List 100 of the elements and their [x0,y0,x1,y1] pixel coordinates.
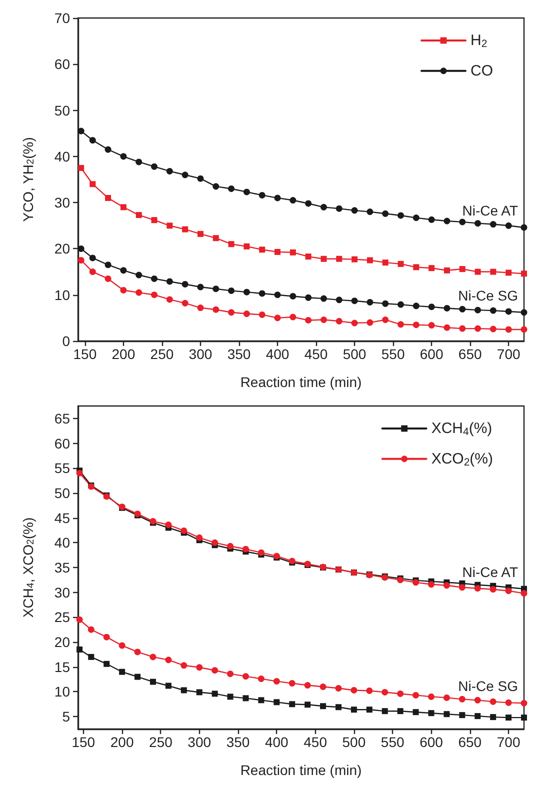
point [136,289,142,296]
point [243,188,250,196]
annotation: Ni-Ce AT [462,564,518,580]
point [242,673,249,680]
point [366,298,374,306]
point [474,220,482,227]
point [180,527,188,534]
point [490,714,496,720]
point [505,308,512,315]
point [228,185,235,192]
x-tick-label: 300 [188,346,212,362]
point [134,674,141,680]
point [197,175,204,182]
point [366,208,374,216]
point [398,321,404,328]
y-tick-label: 50 [54,102,70,118]
point [104,262,112,268]
point [520,224,528,231]
point [136,212,142,218]
point [428,265,435,272]
point [166,278,173,285]
point [320,703,326,710]
point [351,320,358,326]
y-tick-label: 60 [54,435,70,452]
point [212,183,220,190]
point [196,664,203,671]
y-tick-label: 5 [62,708,70,725]
point [78,245,84,252]
x-tick-label: 400 [264,734,289,750]
point [289,701,296,708]
point [242,546,249,552]
point [212,539,218,546]
x-tick-label: 350 [226,734,250,750]
point [490,326,496,332]
y-tick-label: 10 [54,684,70,700]
point [118,642,126,649]
point [290,314,296,320]
point [180,662,188,669]
point [182,280,188,288]
point [76,646,83,652]
point [227,542,234,550]
point [382,260,388,266]
point [212,690,218,697]
point [444,304,450,312]
y-tick-label: 70 [54,10,70,26]
point [243,310,250,318]
point [244,243,250,250]
x-tick-label: 500 [342,346,366,362]
point [119,668,126,675]
point [336,205,342,212]
point [412,579,420,586]
point [212,235,219,242]
point [197,304,204,312]
point [182,226,188,232]
point [474,585,481,592]
point [444,711,450,718]
point [428,581,434,588]
point [243,288,250,296]
point [290,292,296,300]
point [104,146,112,153]
point [304,702,311,708]
point [151,217,158,224]
point [520,700,528,706]
point [305,316,312,324]
point [150,654,156,660]
point [336,256,342,262]
point [89,268,96,276]
y-tick-label: 55 [54,460,70,476]
point [88,626,94,633]
point [197,230,204,237]
y-tick-label: 35 [54,560,70,576]
point [258,549,264,556]
point [212,286,220,292]
point [459,306,466,312]
point [258,676,264,682]
x-axis-title: Reaction time (min) [240,762,362,778]
x-tick-label: 600 [420,346,444,362]
point [398,260,404,267]
x-tick-label: 700 [496,734,520,750]
point [336,318,342,324]
point [382,210,389,217]
point [320,295,327,302]
point [428,710,434,716]
point [212,667,218,674]
x-tick-label: 650 [458,346,482,362]
point [78,164,84,171]
point [350,686,358,694]
point [305,294,312,301]
y-tick-label: 65 [54,410,70,426]
y-tick-label: 40 [54,534,70,551]
point [444,324,450,331]
point [288,680,296,687]
point [103,634,110,640]
x-tick-label: 450 [304,346,328,362]
x-tick-label: 200 [110,734,134,750]
y-tick-label: 10 [54,286,70,303]
x-tick-label: 550 [380,734,404,750]
x-tick-label: 650 [458,734,482,750]
point [273,678,280,685]
point [428,304,435,310]
